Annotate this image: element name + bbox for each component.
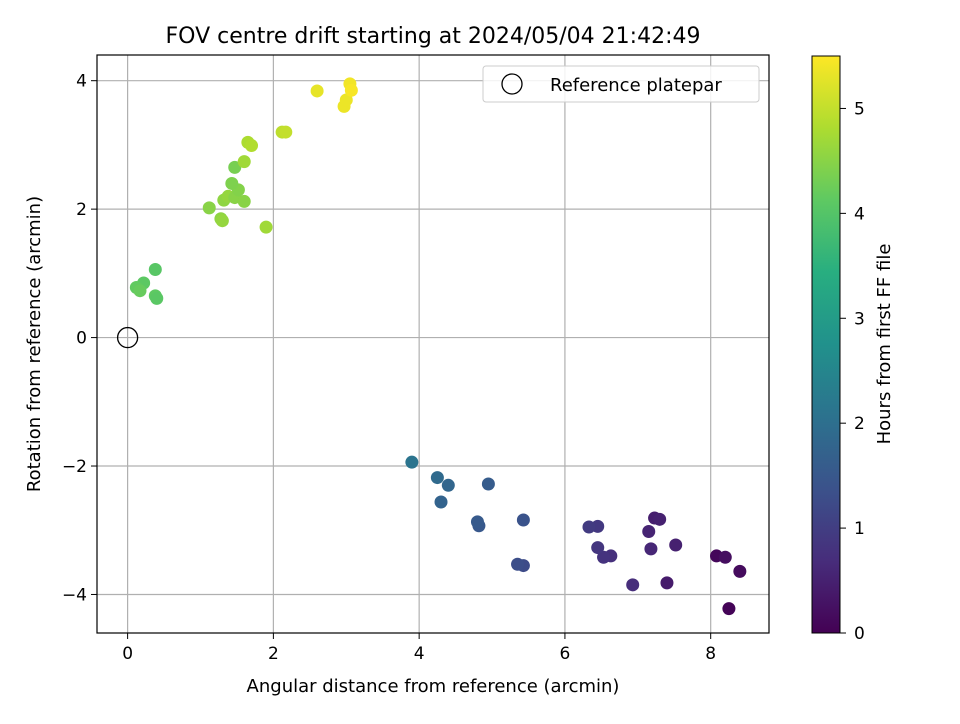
colorbar-tick-label: 5 (854, 99, 865, 119)
legend-entry-label: Reference platepar (550, 75, 722, 96)
data-point (516, 513, 530, 527)
chart-title: FOV centre drift starting at 2024/05/04 … (166, 24, 701, 49)
colorbar-tick-label: 2 (854, 414, 865, 434)
x-axis-ticks: 0 2 4 6 8 (122, 633, 716, 664)
data-point (259, 220, 273, 234)
data-point (344, 83, 358, 97)
data-point (430, 471, 444, 485)
data-point (653, 512, 667, 526)
data-point (310, 84, 324, 98)
x-tick-label: 4 (414, 644, 425, 664)
data-point (591, 541, 605, 555)
y-tick-label: −2 (62, 457, 87, 477)
data-point (228, 160, 242, 174)
data-point (148, 263, 162, 277)
data-point (718, 550, 732, 564)
data-point (225, 176, 239, 190)
plot-area-frame (96, 54, 770, 634)
colorbar-gradient (811, 55, 841, 634)
y-tick-label: −4 (62, 585, 87, 605)
y-tick-label: 0 (76, 329, 87, 349)
colorbar-label: Hours from first FF file (874, 244, 895, 445)
legend-box (482, 65, 760, 103)
data-point (470, 515, 484, 529)
y-axis-label: Rotation from reference (arcmin) (24, 196, 45, 492)
data-point (441, 478, 455, 492)
data-point (133, 284, 147, 298)
scatter-points (129, 77, 747, 616)
legend-marker-icon (501, 73, 523, 95)
colorbar: 0 1 2 3 4 5 Hours from first FF file (811, 55, 895, 644)
legend: Reference platepar (482, 65, 760, 103)
colorbar-ticks: 0 1 2 3 4 5 (840, 99, 865, 644)
data-point (481, 477, 495, 491)
data-point (597, 550, 611, 564)
data-point (669, 538, 683, 552)
data-point (582, 520, 596, 534)
data-point (626, 578, 640, 592)
colorbar-tick-label: 1 (854, 519, 865, 539)
colorbar-tick-label: 0 (854, 624, 865, 644)
x-tick-label: 0 (122, 644, 133, 664)
data-point (511, 557, 525, 571)
x-tick-label: 2 (268, 644, 279, 664)
colorbar-tick-label: 4 (854, 204, 865, 224)
data-point (202, 201, 216, 215)
y-tick-label: 2 (76, 200, 87, 220)
data-point (339, 93, 353, 107)
data-point (660, 576, 674, 590)
data-point (405, 455, 419, 469)
colorbar-tick-label: 3 (854, 309, 865, 329)
data-point (150, 291, 164, 305)
data-point (245, 139, 259, 153)
data-point (733, 564, 747, 578)
data-point (215, 214, 229, 228)
x-tick-label: 6 (560, 644, 571, 664)
reference-platepar-marker (116, 326, 139, 349)
data-point (644, 542, 658, 556)
y-tick-label: 4 (76, 72, 87, 92)
x-axis-label: Angular distance from reference (arcmin) (247, 676, 620, 697)
data-point (279, 125, 293, 139)
grid-lines (97, 55, 769, 633)
data-point (722, 602, 736, 616)
reference-marker-group (116, 326, 139, 349)
data-point (434, 495, 448, 509)
data-point (237, 155, 251, 169)
x-tick-label: 8 (705, 644, 716, 664)
data-point (642, 525, 656, 539)
y-axis-ticks: −4 −2 0 2 4 (62, 72, 97, 605)
data-point (237, 194, 251, 208)
